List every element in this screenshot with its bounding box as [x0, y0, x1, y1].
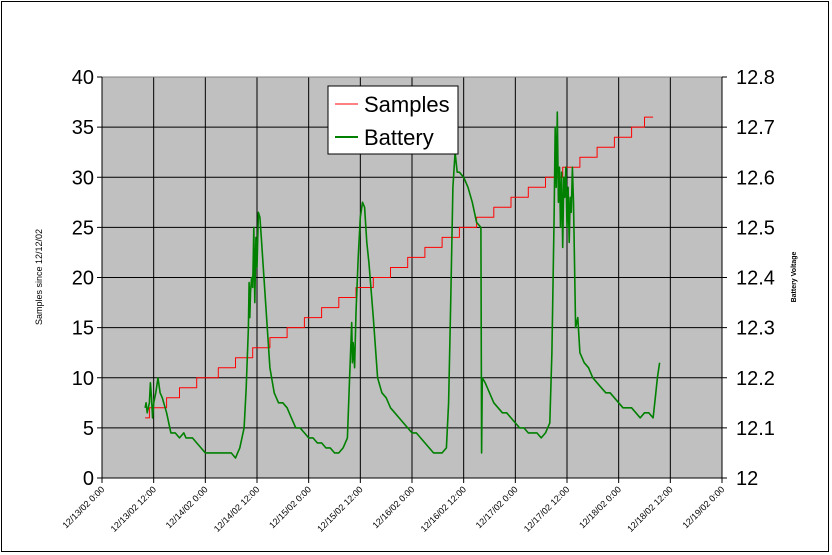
y-tick-label-right: 12.4 — [736, 268, 775, 290]
y-tick-label-right: 12.1 — [736, 418, 775, 440]
x-tick-label: 12/16/02 0:00 — [370, 484, 416, 530]
y-axis-title-right: Battery Voltage — [791, 251, 798, 302]
series-line-battery — [144, 111, 661, 459]
y-tick-label-right: 12.2 — [736, 368, 775, 390]
right-axis-ticks: 12 12.1 12.2 12.3 12.4 12.5 12.6 12.7 12.8 — [722, 67, 775, 490]
y-tick-label-left: 10 — [72, 368, 94, 390]
y-tick-label-left: 15 — [72, 318, 94, 340]
y-tick-label-right: 12.7 — [736, 117, 775, 139]
series-line-samples — [145, 116, 654, 419]
x-tick-label: 12/15/02 12:00 — [315, 484, 365, 534]
y-tick-label-right: 12.6 — [736, 167, 775, 189]
legend-label-samples: Samples — [364, 92, 450, 117]
y-tick-label-left: 40 — [72, 67, 94, 89]
x-tick-label: 12/17/02 12:00 — [522, 484, 572, 534]
x-tick-label: 12/17/02 0:00 — [474, 484, 520, 530]
legend-box — [327, 85, 459, 155]
y-tick-label-left: 30 — [72, 167, 94, 189]
left-axis-ticks: 0 5 10 15 20 25 30 35 40 — [72, 67, 102, 490]
x-tick-label: 12/19/02 0:00 — [680, 484, 726, 530]
x-tick-label: 12/14/02 0:00 — [164, 484, 210, 530]
y-tick-label-right: 12.8 — [736, 67, 775, 89]
x-tick-label: 12/13/02 0:00 — [60, 484, 106, 530]
y-tick-label-left: 0 — [83, 468, 94, 490]
series-layer — [144, 111, 661, 459]
x-axis-ticks: 12/13/02 0:00 12/13/02 12:00 12/14/02 0:00… — [60, 478, 726, 534]
y-tick-label-left: 20 — [72, 268, 94, 290]
x-tick-label: 12/13/02 12:00 — [109, 484, 159, 534]
y-tick-label-left: 25 — [72, 217, 94, 239]
legend-label-battery: Battery — [364, 125, 434, 150]
x-tick-label: 12/15/02 0:00 — [267, 484, 313, 530]
x-tick-label: 12/18/02 0:00 — [577, 484, 623, 530]
x-tick-label: 12/14/02 12:00 — [212, 484, 262, 534]
x-tick-label: 12/16/02 12:00 — [419, 484, 469, 534]
y-tick-label-right: 12.5 — [736, 217, 775, 239]
legend: Samples Battery — [327, 85, 459, 155]
y-tick-label-left: 35 — [72, 117, 94, 139]
y-tick-label-left: 5 — [83, 418, 94, 440]
x-tick-label: 12/18/02 12:00 — [625, 484, 675, 534]
y-tick-label-right: 12 — [736, 468, 758, 490]
y-tick-label-right: 12.3 — [736, 318, 775, 340]
y-axis-title-left: Samples since 12/12/02 — [34, 229, 44, 325]
